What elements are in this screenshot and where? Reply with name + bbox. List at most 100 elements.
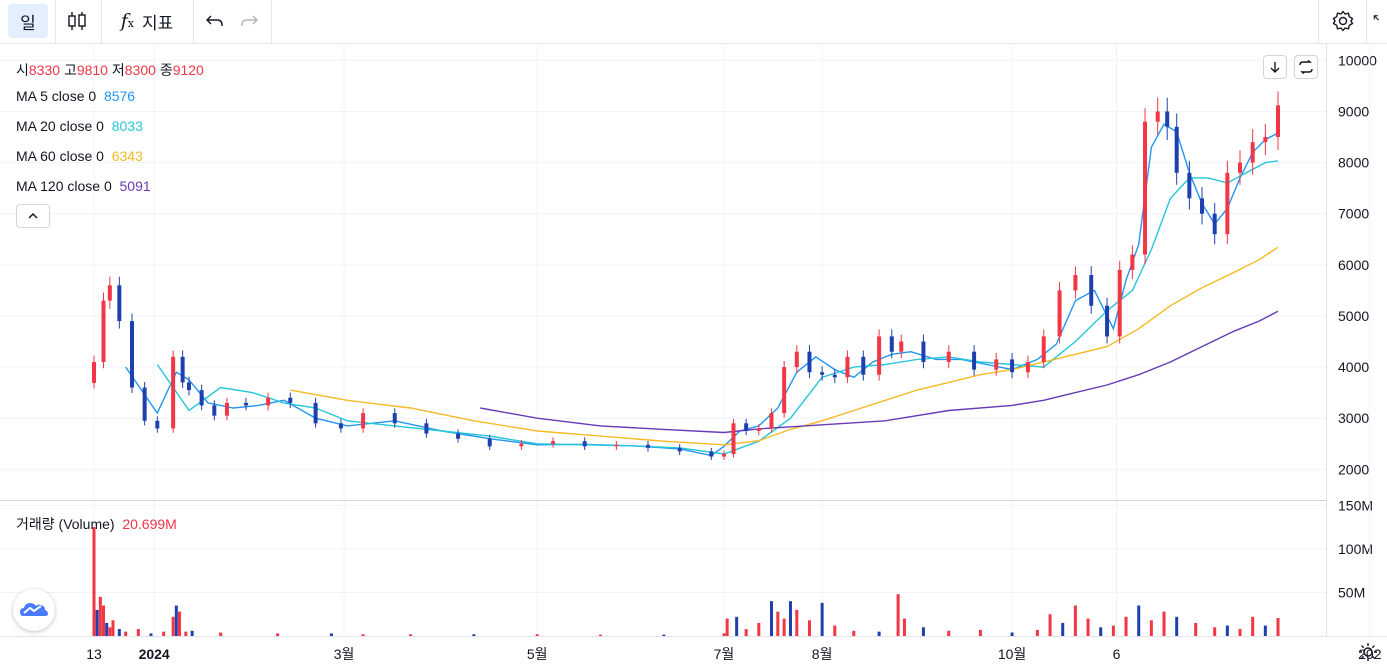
candle-body — [731, 423, 736, 454]
volume-bar — [735, 616, 739, 636]
ma5-label: MA 5 close 0 — [16, 88, 97, 104]
theme-toggle-button[interactable] — [1356, 641, 1380, 663]
candle-body — [1041, 336, 1046, 362]
refresh-icon — [1299, 60, 1313, 74]
volume-bar — [1124, 616, 1128, 636]
volume-bar — [1238, 629, 1242, 636]
candle-body — [117, 285, 122, 322]
volume-bar — [1086, 618, 1090, 636]
ma120-legend[interactable]: MA 120 close 0 5091 — [16, 178, 151, 194]
candle-body — [972, 351, 977, 370]
volume-bar — [725, 618, 729, 636]
candle-body — [1187, 172, 1192, 199]
indicators-label: 지표 — [141, 13, 174, 33]
toolbar-separator — [101, 0, 102, 44]
candle-body — [709, 451, 714, 457]
chart-type-button[interactable] — [60, 4, 94, 38]
candle-body — [266, 397, 271, 406]
chevron-up-icon — [28, 212, 38, 219]
toolbar-separator — [1366, 0, 1367, 44]
fullscreen-button[interactable] — [1372, 4, 1387, 38]
volume-bar — [219, 632, 223, 636]
top-toolbar: 일 fx 지표 — [0, 0, 1387, 44]
ohlc-high-label: 고 — [63, 62, 77, 78]
candles-icon — [68, 12, 86, 30]
volume-bar — [171, 616, 175, 636]
volume-legend[interactable]: 거래량 (Volume) 20.699M — [16, 514, 177, 534]
candle-body — [1263, 137, 1268, 143]
volume-bar — [136, 629, 140, 636]
ma-line-4 — [480, 310, 1279, 434]
candle-body — [861, 356, 866, 375]
interval-button[interactable]: 일 — [8, 4, 48, 38]
undo-button[interactable] — [200, 4, 230, 38]
volume-bar — [1111, 625, 1115, 636]
toolbar-separator — [193, 0, 194, 44]
volume-bar — [1251, 616, 1255, 636]
candle-body — [1073, 275, 1078, 291]
candle-body — [1200, 198, 1205, 214]
settings-button[interactable] — [1326, 4, 1360, 38]
ma60-label: MA 60 close 0 — [16, 148, 104, 164]
candle-body — [646, 444, 651, 448]
candle-body — [614, 444, 619, 447]
candle-body — [92, 361, 96, 383]
legend-collapse-button[interactable] — [16, 204, 50, 228]
candle-body — [845, 356, 850, 378]
volume-bar — [1213, 627, 1217, 636]
candle-body — [820, 372, 825, 375]
fx-icon: fx — [120, 10, 134, 32]
ma-line-3 — [290, 246, 1279, 446]
ohlc-open-value: 8330 — [28, 62, 61, 78]
volume-bar — [117, 629, 121, 636]
candle-body — [756, 428, 761, 431]
volume-bar — [1162, 611, 1166, 636]
volume-bar — [1099, 627, 1103, 636]
ma120-label: MA 120 close 0 — [16, 178, 112, 194]
volume-bar — [101, 605, 105, 636]
candle-body — [1010, 359, 1015, 373]
redo-button[interactable] — [234, 4, 264, 38]
candle-body — [361, 413, 366, 429]
candle-body — [224, 402, 229, 416]
volume-bar — [795, 609, 799, 636]
ma20-legend[interactable]: MA 20 close 0 8033 — [16, 118, 143, 134]
volume-tick-label: 50M — [1338, 584, 1365, 600]
candle-body — [171, 356, 176, 429]
reset-chart-button[interactable] — [1294, 55, 1318, 79]
toolbar-separator — [55, 0, 56, 44]
candle-body — [288, 397, 293, 403]
candle-body — [519, 443, 524, 447]
candle-body — [424, 423, 429, 434]
candle-body — [155, 420, 160, 429]
candle-body — [744, 423, 749, 431]
time-tick-label: 3월 — [334, 646, 355, 662]
candle-body — [1238, 162, 1243, 173]
ma5-legend[interactable]: MA 5 close 0 8576 — [16, 88, 135, 104]
volume-bar — [190, 630, 194, 636]
indicators-button[interactable]: fx 지표 — [108, 4, 186, 38]
tradingview-logo[interactable] — [13, 589, 55, 631]
candle-body — [1225, 172, 1230, 235]
volume-bar — [722, 633, 726, 636]
volume-bar — [757, 622, 761, 636]
price-tick-label: 5000 — [1338, 308, 1369, 324]
volume-bar — [1276, 617, 1280, 636]
ma5-value: 8576 — [103, 88, 136, 104]
price-tick-label: 2000 — [1338, 461, 1369, 477]
sun-icon — [1359, 643, 1377, 661]
volume-bar — [744, 629, 748, 636]
pane-separator[interactable] — [0, 500, 1326, 501]
ohlc-high-value: 9810 — [76, 62, 108, 78]
ma60-legend[interactable]: MA 60 close 0 6343 — [16, 148, 143, 164]
volume-bar — [361, 634, 365, 636]
candle-body — [769, 413, 774, 429]
toolbar-separator — [1318, 0, 1319, 44]
scroll-down-button[interactable] — [1263, 55, 1287, 79]
volume-bar — [409, 634, 413, 636]
volume-bar — [472, 634, 476, 636]
ma-line-1 — [125, 123, 1279, 457]
price-tick-label: 6000 — [1338, 257, 1369, 273]
volume-bar — [788, 601, 792, 636]
